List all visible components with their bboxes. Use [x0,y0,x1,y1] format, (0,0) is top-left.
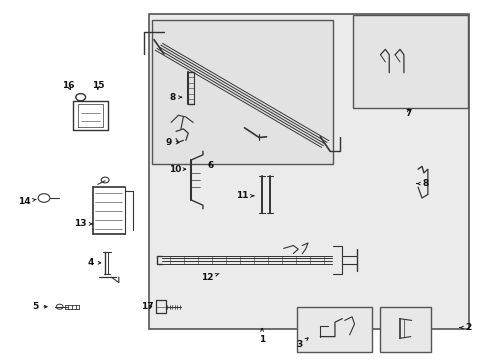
Bar [380,307,430,352]
Bar [149,14,468,329]
Text: 15: 15 [91,81,104,90]
Text: 9: 9 [165,138,179,147]
Text: 3: 3 [296,338,307,349]
Text: 13: 13 [74,219,92,228]
Text: 17: 17 [141,302,154,311]
Text: 8: 8 [416,179,427,188]
Text: 4: 4 [87,258,101,267]
Text: 1: 1 [259,329,264,343]
Text: 16: 16 [62,81,75,90]
Text: 2: 2 [459,323,470,332]
Text: 10: 10 [168,165,185,174]
Text: 11: 11 [235,192,253,200]
Text: 8: 8 [169,93,181,102]
Text: 14: 14 [18,197,36,206]
Text: 5: 5 [32,302,47,311]
Text: 7: 7 [405,109,411,118]
Bar [297,307,371,352]
Bar [151,20,332,164]
Text: 12: 12 [201,274,219,282]
Bar [352,15,468,108]
Text: 6: 6 [207,161,213,170]
